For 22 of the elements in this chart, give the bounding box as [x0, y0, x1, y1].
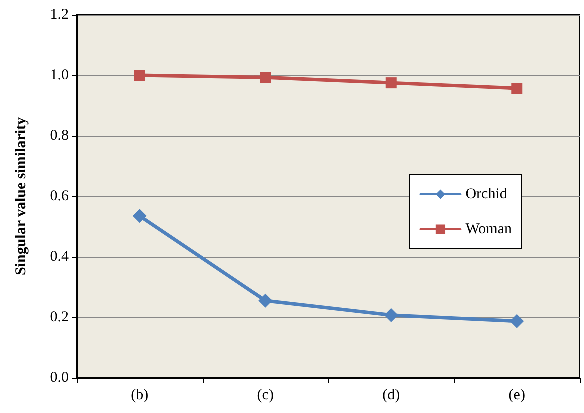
- x-tick-label: (c): [257, 388, 274, 404]
- y-tick-label: 0.0: [50, 370, 69, 386]
- x-tick-label: (d): [382, 388, 400, 404]
- point: [260, 72, 272, 84]
- y-axis-title: Singular value similarity: [14, 116, 30, 276]
- point: [134, 70, 146, 81]
- point: [512, 83, 523, 94]
- x-tick-label: (e): [508, 388, 526, 404]
- point: [384, 308, 398, 322]
- point: [132, 209, 147, 224]
- x-tick-label: (b): [131, 388, 149, 404]
- y-tick-label: 0.8: [50, 128, 69, 144]
- y-tick-label: 0.2: [50, 310, 69, 326]
- y-tick-label: 0.6: [50, 188, 70, 204]
- y-tick-label: 0.4: [50, 249, 70, 265]
- legend-label: Orchid: [466, 186, 508, 202]
- point: [258, 294, 273, 308]
- point: [386, 78, 397, 89]
- y-tick-label: 1.2: [50, 7, 69, 23]
- point: [510, 314, 524, 328]
- y-tick-label: 1.0: [50, 68, 69, 84]
- legend-label: Woman: [466, 222, 512, 238]
